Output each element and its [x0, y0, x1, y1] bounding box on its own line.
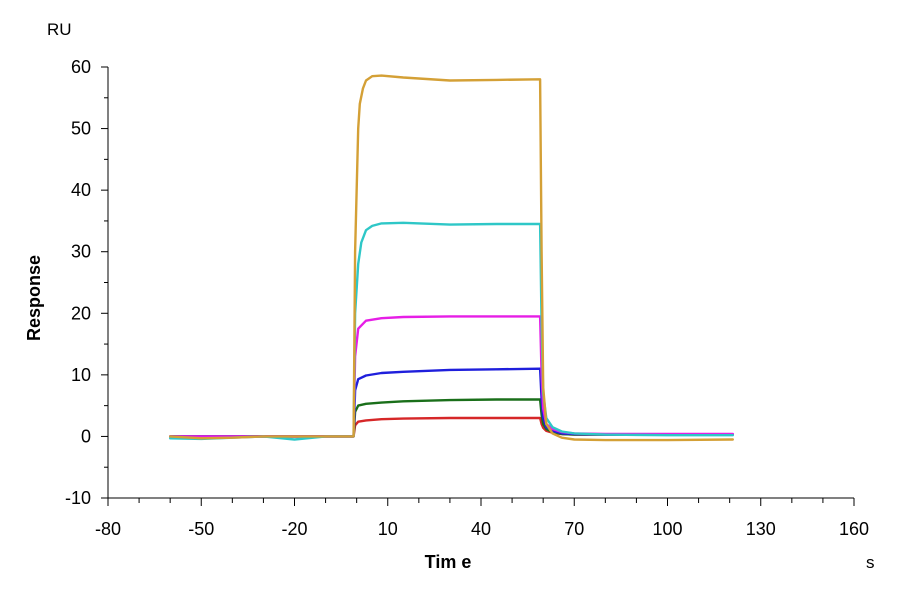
- y-tick-label: 30: [71, 242, 91, 262]
- x-tick-label: -20: [281, 519, 307, 539]
- x-tick-label: 160: [839, 519, 869, 539]
- series-line-3: [168, 367, 734, 438]
- y-tick-label: 60: [71, 57, 91, 77]
- x-tick-label: 10: [378, 519, 398, 539]
- series-layer: [168, 74, 734, 442]
- series-line-6: [168, 74, 734, 442]
- series-line-5: [168, 221, 734, 441]
- y-tick-label: 40: [71, 180, 91, 200]
- x-tick-label: -80: [95, 519, 121, 539]
- x-unit-label: s: [866, 553, 875, 572]
- x-tick-label: 40: [471, 519, 491, 539]
- y-tick-label: 50: [71, 119, 91, 139]
- y-unit-label: RU: [47, 20, 72, 39]
- y-tick-label: 10: [71, 365, 91, 385]
- y-tick-label: 0: [81, 426, 91, 446]
- x-tick-label: 70: [564, 519, 584, 539]
- x-axis-title: Tim e: [425, 552, 472, 572]
- y-axis-title: Response: [24, 255, 44, 341]
- y-tick-label: 20: [71, 303, 91, 323]
- y-tick-label: -10: [65, 488, 91, 508]
- axes: -10 0 10 20 30 40 50 60 -80 -50 -20 10 40 70 100 130 160: [65, 57, 869, 539]
- x-tick-label: 130: [746, 519, 776, 539]
- x-tick-label: 100: [652, 519, 682, 539]
- x-tick-label: -50: [188, 519, 214, 539]
